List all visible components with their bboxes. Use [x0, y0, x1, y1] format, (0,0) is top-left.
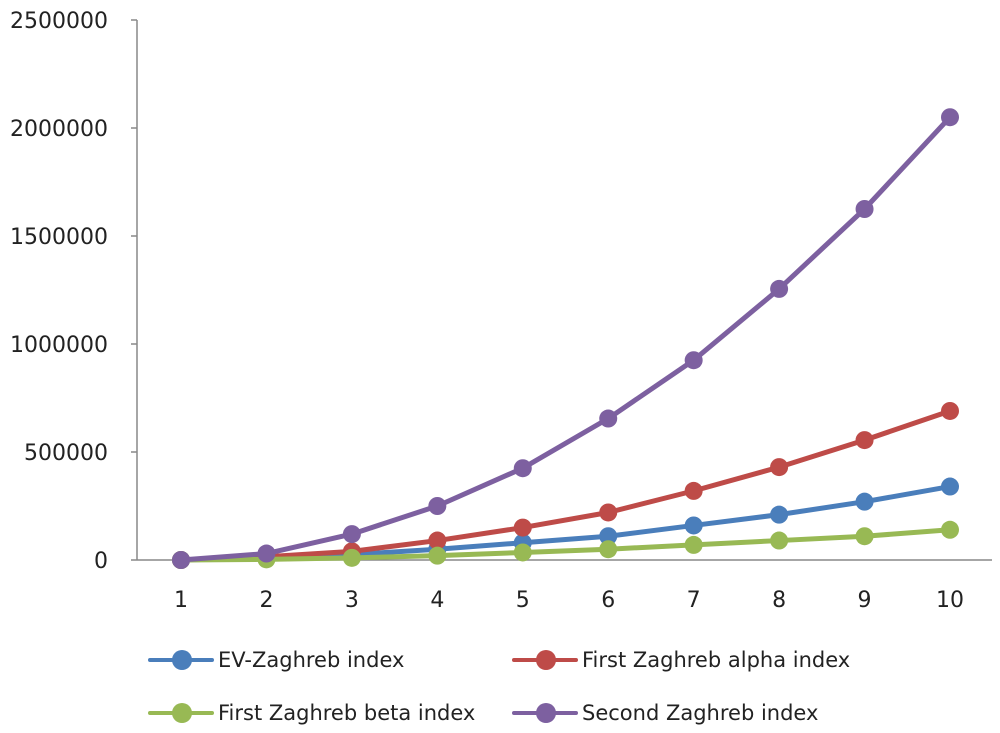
series-group [172, 108, 959, 569]
legend-item-ev-zaghreb: EV-Zaghreb index [148, 640, 404, 680]
y-tick-label: 0 [94, 549, 108, 574]
series-line [180, 408, 951, 563]
data-point [172, 551, 190, 569]
data-point [428, 497, 447, 515]
x-tick-label: 8 [772, 588, 786, 613]
data-point [599, 503, 618, 522]
data-point [513, 518, 532, 537]
y-tick-label: 1500000 [10, 225, 108, 250]
series-3 [172, 108, 959, 569]
legend-swatch-second-zaghreb [512, 703, 578, 723]
series-line [180, 527, 951, 563]
data-point [684, 351, 703, 370]
data-point [342, 548, 361, 567]
y-tick-label: 1000000 [10, 333, 108, 358]
data-point [941, 401, 959, 420]
legend: EV-Zaghreb index First Zaghreb alpha ind… [0, 630, 1000, 730]
data-point [513, 543, 532, 562]
x-tick-label: 3 [345, 588, 359, 613]
x-tick-label: 5 [516, 588, 530, 613]
data-point [770, 279, 789, 298]
data-point [941, 477, 959, 496]
series-line [180, 115, 952, 563]
x-tick-label: 2 [259, 588, 273, 613]
x-tick-label: 7 [687, 588, 701, 613]
x-tick-label: 1 [174, 588, 188, 613]
data-point [257, 544, 276, 563]
legend-item-first-zaghreb-alpha: First Zaghreb alpha index [512, 640, 850, 680]
legend-label-first-zaghreb-beta: First Zaghreb beta index [218, 701, 476, 725]
x-tick-label: 10 [936, 588, 964, 613]
data-point [599, 540, 618, 559]
legend-label-second-zaghreb: Second Zaghreb index [582, 701, 819, 725]
y-axis-ticks: 0 500000 1000000 1500000 2000000 2500000 [10, 9, 137, 574]
data-point [599, 527, 618, 546]
series-2 [172, 520, 959, 569]
data-point [770, 531, 789, 550]
data-point [599, 409, 618, 428]
legend-swatch-first-zaghreb-alpha [512, 650, 578, 670]
data-point [428, 546, 447, 565]
data-point [855, 527, 874, 546]
data-point [855, 492, 874, 511]
legend-item-second-zaghreb: Second Zaghreb index [512, 693, 818, 733]
legend-swatch-first-zaghreb-beta [148, 703, 214, 723]
x-axis-ticks: 1 2 3 4 5 6 7 8 9 10 [174, 588, 964, 613]
data-point [428, 531, 447, 550]
y-tick-label: 2000000 [10, 117, 108, 142]
x-tick-label: 6 [601, 588, 615, 613]
legend-label-first-zaghreb-alpha: First Zaghreb alpha index [582, 648, 851, 672]
legend-label-ev-zaghreb: EV-Zaghreb index [218, 648, 405, 672]
data-point [941, 520, 959, 539]
x-tick-label: 4 [430, 588, 444, 613]
legend-swatch-ev-zaghreb [148, 650, 214, 670]
legend-item-first-zaghreb-beta: First Zaghreb beta index [148, 693, 475, 733]
data-point [855, 200, 874, 218]
data-point [941, 108, 959, 127]
y-tick-label: 500000 [24, 441, 108, 466]
axes [136, 20, 992, 561]
data-point [342, 525, 361, 544]
data-point [684, 516, 703, 535]
data-point [770, 505, 789, 524]
data-point [513, 459, 532, 478]
data-point [855, 431, 874, 450]
series-1 [172, 401, 959, 569]
data-point [770, 458, 789, 477]
data-point [684, 481, 703, 500]
data-point [684, 535, 703, 554]
y-tick-label: 2500000 [10, 9, 108, 34]
x-tick-label: 9 [858, 588, 872, 613]
